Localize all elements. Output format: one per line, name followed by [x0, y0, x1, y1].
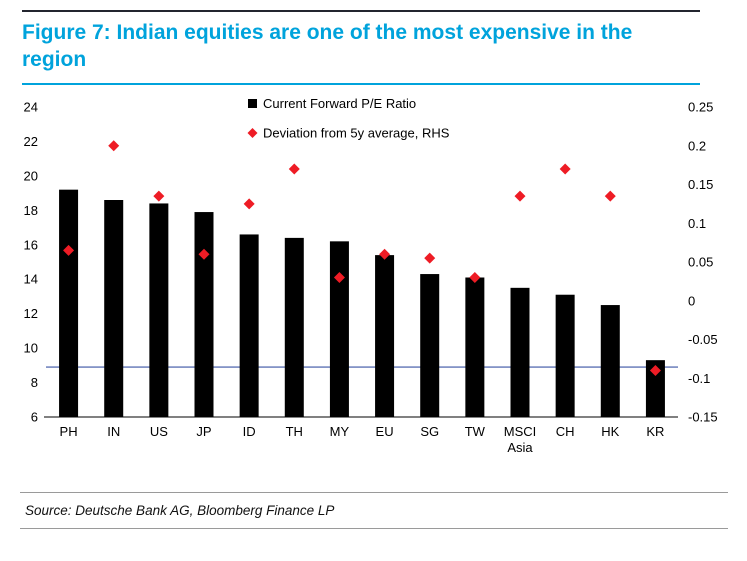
bar-CH — [555, 294, 575, 417]
deviation-diamond-ID — [243, 197, 255, 209]
deviation-diamond-EU — [379, 248, 391, 260]
deviation-diamond-TH — [288, 163, 300, 175]
top-rule — [22, 10, 700, 12]
x-axis-label: CH — [556, 424, 575, 439]
bar-US — [149, 203, 169, 417]
bar-KR — [645, 359, 665, 417]
legend-label-bars: Current Forward P/E Ratio — [263, 96, 416, 111]
deviation-diamond-TW — [469, 271, 481, 283]
right-axis-tick-label: 0.2 — [688, 138, 706, 153]
bar-TH — [284, 237, 304, 417]
bar-SG — [420, 273, 440, 417]
deviation-diamond-PH — [63, 244, 75, 256]
chart-canvas: 24 22 20 18 16 14 12 10 8 6 0.25 0.2 0.15 0.1 0.05 0 -0.… — [24, 96, 718, 455]
deviation-diamond-MSCI-Asia — [514, 190, 526, 202]
left-axis-tick-label: 22 — [24, 134, 38, 149]
x-axis-label: IN — [107, 424, 120, 439]
right-axis-tick-label: -0.05 — [688, 332, 718, 347]
x-axis-label: PH — [60, 424, 78, 439]
x-axis-label: MY — [330, 424, 350, 439]
x-axis-label: HK — [601, 424, 619, 439]
bar-IN — [104, 199, 124, 417]
bar-HK — [600, 304, 620, 417]
source-bottom-rule — [20, 527, 728, 529]
source-block: Source: Deutsche Bank AG, Bloomberg Fina… — [0, 491, 747, 529]
right-axis-tick-label: -0.1 — [688, 370, 710, 385]
left-axis-tick-label: 16 — [24, 237, 38, 252]
left-axis-tick-label: 20 — [24, 168, 38, 183]
x-axis-label: TW — [465, 424, 486, 439]
deviation-diamond-JP — [198, 248, 210, 260]
right-axis-tick-label: 0.1 — [688, 215, 706, 230]
deviation-diamond-SG — [424, 252, 436, 264]
left-axis-tick-label: 18 — [24, 202, 38, 217]
x-axis-label: MSCI — [504, 424, 537, 439]
right-axis-tick-label: 0.15 — [688, 177, 713, 192]
deviation-diamond-CH — [559, 163, 571, 175]
right-axis-tick-label: 0.25 — [688, 99, 713, 114]
x-axis-label: KR — [646, 424, 664, 439]
left-axis-tick-label: 14 — [24, 271, 38, 286]
deviation-diamond-MY — [333, 271, 345, 283]
figure-header: Figure 7: Indian equities are one of the… — [0, 0, 747, 85]
bar-JP — [194, 211, 214, 417]
legend-diamond-swatch-icon — [247, 127, 258, 138]
deviation-diamond-IN — [108, 139, 120, 151]
bar-PH — [59, 189, 79, 417]
source-text: Source: Deutsche Bank AG, Bloomberg Fina… — [25, 502, 335, 518]
title-underline-rule — [22, 82, 700, 85]
bar-MSCI-Asia — [510, 287, 530, 417]
bar-ID — [239, 234, 259, 417]
x-axis-label: JP — [196, 424, 211, 439]
x-axis-label: EU — [376, 424, 394, 439]
bar-EU — [375, 254, 395, 417]
source-top-rule — [20, 491, 728, 493]
legend-label-deviation: Deviation from 5y average, RHS — [263, 125, 450, 140]
x-axis-label: ID — [243, 424, 256, 439]
deviation-diamond-KR — [649, 364, 661, 376]
x-axis-label: US — [150, 424, 168, 439]
right-axis-tick-label: 0 — [688, 293, 695, 308]
bar-MY — [329, 240, 349, 417]
left-axis-tick-label: 12 — [24, 306, 38, 321]
left-axis-tick-label: 10 — [24, 340, 38, 355]
left-axis-tick-label: 8 — [31, 375, 38, 390]
left-axis-tick-label: 6 — [31, 409, 38, 424]
right-axis-tick-label: 0.05 — [688, 254, 713, 269]
right-axis-tick-label: -0.15 — [688, 409, 718, 424]
pe-ratio-chart: 24 22 20 18 16 14 12 10 8 6 0.25 0.2 0.15 0.1 0.05 0 -0.… — [0, 87, 747, 490]
left-axis-tick-label: 24 — [24, 99, 38, 114]
x-axis-label: TH — [286, 424, 303, 439]
deviation-diamond-US — [153, 190, 165, 202]
figure-title: Figure 7: Indian equities are one of the… — [22, 21, 633, 72]
x-axis-label: Asia — [507, 440, 533, 455]
x-axis-label: SG — [420, 424, 439, 439]
legend-bar-swatch-icon — [248, 98, 257, 108]
bar-TW — [465, 277, 485, 417]
deviation-diamond-HK — [604, 190, 616, 202]
